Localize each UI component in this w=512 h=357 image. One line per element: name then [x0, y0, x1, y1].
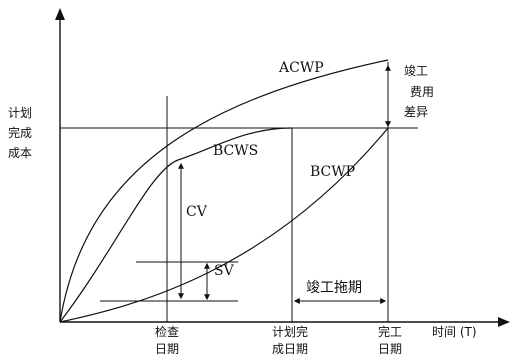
y-axis-label-line-2: 完成: [8, 125, 32, 140]
y-axis-label-line-1: 计划: [8, 106, 32, 120]
bcwp-label: BCWP: [310, 164, 355, 180]
completion-delay-label: 竣工拖期: [306, 280, 362, 296]
y-axis-arrow-icon: [55, 8, 65, 20]
inspection-date-label-line-2: 日期: [155, 342, 179, 356]
final-cost-variance-line-2: 费用: [410, 85, 434, 99]
inspection-date-label-line-1: 检查: [155, 324, 179, 339]
x-axis-label: 时间 (T): [432, 325, 477, 339]
planned-completion-label-line-2: 成日期: [272, 342, 308, 356]
x-axis-arrow-icon: [498, 317, 510, 327]
y-axis-label-line-3: 成本: [8, 146, 32, 160]
actual-completion-label-line-2: 日期: [378, 342, 402, 356]
bcws-label: BCWS: [213, 143, 258, 159]
cv-label: CV: [186, 204, 208, 220]
acwp-label: ACWP: [278, 60, 324, 76]
final-cost-variance-line-3: 差异: [404, 105, 428, 119]
sv-label: SV: [214, 263, 235, 279]
final-cost-variance-line-1: 竣工: [404, 63, 428, 78]
acwp-curve: [59, 59, 389, 323]
planned-completion-label-line-1: 计划完: [272, 324, 308, 339]
actual-completion-label-line-1: 完工: [378, 324, 402, 339]
bcws-curve: [59, 127, 293, 323]
